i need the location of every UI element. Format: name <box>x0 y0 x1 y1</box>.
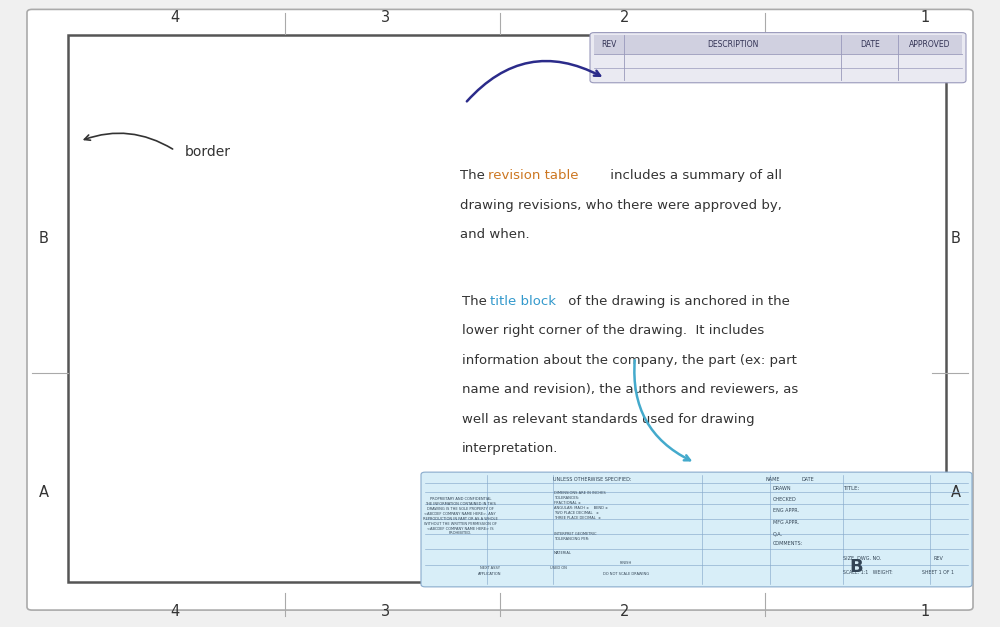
Text: well as relevant standards used for drawing: well as relevant standards used for draw… <box>462 413 755 426</box>
Text: NAME: NAME <box>765 477 780 482</box>
Text: 3: 3 <box>380 10 390 25</box>
Text: information about the company, the part (ex: part: information about the company, the part … <box>462 354 797 367</box>
Text: 4: 4 <box>170 10 180 25</box>
Text: MATERIAL: MATERIAL <box>554 551 572 555</box>
Text: NEXT ASSY: NEXT ASSY <box>480 566 500 571</box>
Text: 1: 1 <box>920 604 930 619</box>
Text: TITLE:: TITLE: <box>843 486 859 491</box>
Text: DESCRIPTION: DESCRIPTION <box>707 40 758 49</box>
Text: border: border <box>185 145 231 159</box>
Text: B: B <box>951 231 961 246</box>
Text: USED ON: USED ON <box>550 566 566 571</box>
FancyBboxPatch shape <box>27 9 973 610</box>
Text: 1: 1 <box>920 10 930 25</box>
Text: A: A <box>951 485 961 500</box>
Text: The: The <box>462 295 491 308</box>
Text: of the drawing is anchored in the: of the drawing is anchored in the <box>564 295 790 308</box>
Text: PROPRIETARY AND CONFIDENTIAL
THE INFORMATION CONTAINED IN THIS
DRAWING IS THE SO: PROPRIETARY AND CONFIDENTIAL THE INFORMA… <box>423 497 498 535</box>
Text: 4: 4 <box>170 604 180 619</box>
Text: APPROVED: APPROVED <box>909 40 951 49</box>
Text: lower right corner of the drawing.  It includes: lower right corner of the drawing. It in… <box>462 324 764 337</box>
Text: DRAWN: DRAWN <box>773 486 791 491</box>
Text: revision table: revision table <box>488 169 578 182</box>
Text: DIMENSIONS ARE IN INCHES
TOLERANCES:
FRACTIONAL ±
ANGULAR: MACH ±    BEND ±
TWO : DIMENSIONS ARE IN INCHES TOLERANCES: FRA… <box>554 491 608 520</box>
Text: ENG APPR.: ENG APPR. <box>773 508 799 514</box>
Text: MFG APPR.: MFG APPR. <box>773 520 799 525</box>
Text: CHECKED: CHECKED <box>773 497 796 502</box>
Text: REV: REV <box>601 40 617 49</box>
Text: B: B <box>850 558 863 576</box>
Text: DO NOT SCALE DRAWING: DO NOT SCALE DRAWING <box>603 572 649 576</box>
Text: COMMENTS:: COMMENTS: <box>773 541 803 546</box>
Text: SIZE  DWG. NO.: SIZE DWG. NO. <box>843 556 881 561</box>
Text: A: A <box>39 485 49 500</box>
Text: Q.A.: Q.A. <box>773 532 783 537</box>
Text: INTERPRET GEOMETRIC
TOLERANCING PER:: INTERPRET GEOMETRIC TOLERANCING PER: <box>554 532 596 540</box>
Bar <box>594 35 962 54</box>
Text: FINISH: FINISH <box>620 561 632 565</box>
FancyBboxPatch shape <box>421 472 972 587</box>
Text: drawing revisions, who there were approved by,: drawing revisions, who there were approv… <box>460 199 782 212</box>
FancyBboxPatch shape <box>590 33 966 83</box>
Text: 2: 2 <box>620 10 630 25</box>
Text: REV: REV <box>933 556 943 561</box>
Text: The: The <box>460 169 489 182</box>
Text: SHEET 1 OF 1: SHEET 1 OF 1 <box>922 570 954 575</box>
Text: DATE: DATE <box>801 477 814 482</box>
Text: includes a summary of all: includes a summary of all <box>606 169 782 182</box>
Text: DATE: DATE <box>860 40 880 49</box>
Text: B: B <box>39 231 49 246</box>
Text: and when.: and when. <box>460 228 530 241</box>
Text: APPLICATION: APPLICATION <box>478 572 502 576</box>
Text: UNLESS OTHERWISE SPECIFIED:: UNLESS OTHERWISE SPECIFIED: <box>553 477 631 482</box>
Text: title block: title block <box>490 295 556 308</box>
Text: 2: 2 <box>620 604 630 619</box>
Bar <box>68 35 946 582</box>
Text: SCALE: 1:1   WEIGHT:: SCALE: 1:1 WEIGHT: <box>843 570 893 575</box>
Text: 3: 3 <box>380 604 390 619</box>
Text: interpretation.: interpretation. <box>462 442 558 455</box>
Text: name and revision), the authors and reviewers, as: name and revision), the authors and revi… <box>462 383 798 396</box>
